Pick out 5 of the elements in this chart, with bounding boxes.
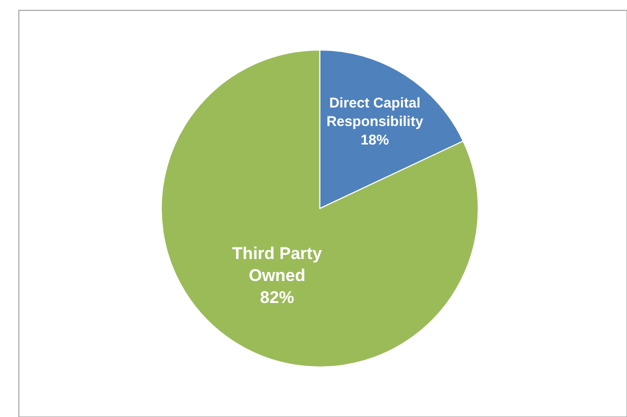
data-label: 82% — [260, 288, 294, 307]
pie-slice — [160, 50, 479, 368]
slice-label: Direct Capital Responsibility — [326, 96, 424, 130]
slice-label: Third Party Owned — [232, 244, 322, 285]
data-label: 18% — [360, 132, 390, 148]
